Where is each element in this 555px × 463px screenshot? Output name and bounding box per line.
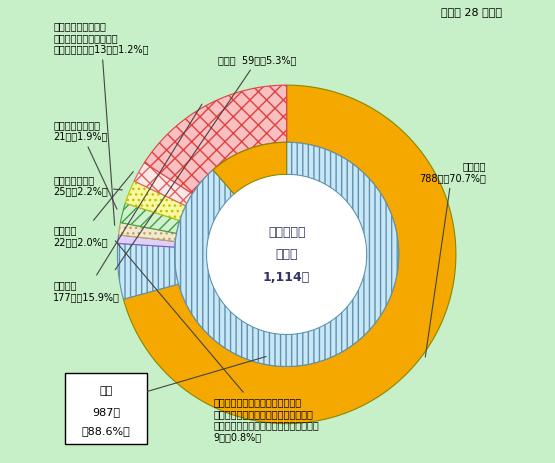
Text: 一般住宅
788人（70.7%）: 一般住宅 788人（70.7%） xyxy=(419,161,486,357)
Circle shape xyxy=(208,175,365,333)
Text: 併用住宅
22人（2.0%）: 併用住宅 22人（2.0%） xyxy=(53,172,133,247)
Text: （平成 28 年中）: （平成 28 年中） xyxy=(441,7,502,17)
Text: 複合用途・非特定
21人（1.9%）: 複合用途・非特定 21人（1.9%） xyxy=(53,120,117,209)
Polygon shape xyxy=(123,85,456,424)
Text: 共同住宅
177人（15.9%）: 共同住宅 177人（15.9%） xyxy=(53,104,202,302)
Polygon shape xyxy=(119,223,176,241)
Polygon shape xyxy=(125,181,186,220)
FancyBboxPatch shape xyxy=(65,373,147,444)
Text: 死者数: 死者数 xyxy=(275,248,298,261)
Polygon shape xyxy=(134,163,193,206)
Text: 987人: 987人 xyxy=(92,407,120,417)
Text: その他  59人（5.3%）: その他 59人（5.3%） xyxy=(115,55,296,269)
Text: 1,114人: 1,114人 xyxy=(263,271,310,284)
Polygon shape xyxy=(175,142,398,366)
Text: 学校・神社・工場・
作業所・駐車場・車庫・
倉庫・事務所　13人（1.2%）: 学校・神社・工場・ 作業所・駐車場・車庫・ 倉庫・事務所 13人（1.2%） xyxy=(53,21,149,225)
Polygon shape xyxy=(118,244,179,299)
Polygon shape xyxy=(120,203,180,233)
Text: （88.6%）: （88.6%） xyxy=(82,425,130,436)
Text: 劇場・遊技場・飲食店舗・待合・
物品販売店舗・旅館・ホテル・病院・
診療所・グループホーム・社会福祉施設
9人（0.8%）: 劇場・遊技場・飲食店舗・待合・ 物品販売店舗・旅館・ホテル・病院・ 診療所・グル… xyxy=(115,241,319,442)
Polygon shape xyxy=(144,85,286,194)
Polygon shape xyxy=(213,142,286,194)
Polygon shape xyxy=(118,235,175,247)
Text: 建物火災の: 建物火災の xyxy=(268,226,305,239)
Text: 複合用途・特定
25人（2.2%）: 複合用途・特定 25人（2.2%） xyxy=(53,175,122,197)
Text: 住宅: 住宅 xyxy=(99,386,113,396)
